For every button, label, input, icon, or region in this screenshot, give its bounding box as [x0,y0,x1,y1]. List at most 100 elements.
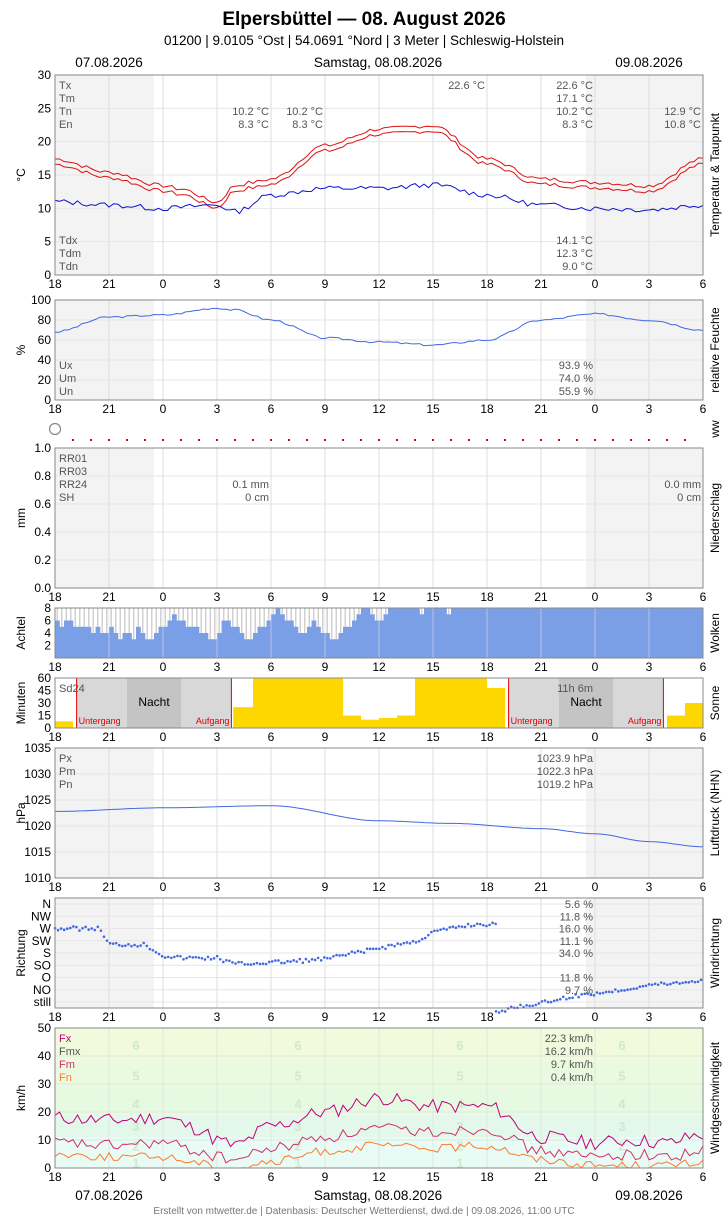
humidity-stat-label: Um [59,373,76,385]
x-hour-tick: 0 [592,277,599,291]
cloud-bar [685,608,690,658]
cloud-gap [173,608,175,615]
ww-marker [252,439,254,441]
x-hour-tick: 0 [160,880,167,894]
pressure-stat-value: 1019.2 hPa [537,779,594,791]
cloud-gap [313,608,315,621]
wind-stat-value: 16.2 km/h [545,1046,593,1058]
temp-stat-day3: 10.8 °C [664,119,701,131]
cloud-bar [302,633,308,658]
temp-stat-day2: 22.6 °C [556,80,593,92]
winddir-point [610,990,614,994]
cloud-bar [698,608,704,658]
winddir-point [537,1002,541,1005]
winddir-point [644,984,648,988]
x-hour-tick: 21 [102,277,116,291]
cloud-bar [667,608,672,658]
winddir-point [562,995,565,999]
precip-ytick: 0.2 [34,553,51,567]
winddir-point [145,944,149,948]
dew-stat-value: 12.3 °C [556,248,593,260]
cloud-gap [205,608,207,633]
x-hour-tick: 18 [480,277,494,291]
winddir-point [286,959,289,963]
cloud-bar [352,620,357,658]
bft-label: 3 [132,1119,139,1134]
cloud-gap [385,608,387,615]
winddir-point [571,996,574,1000]
winddir-point [558,997,562,1001]
winddir-point [185,956,188,960]
winddir-point [396,942,400,945]
night-label: Nacht [138,695,170,709]
x-hour-tick: 6 [268,660,275,674]
cloud-bar [671,608,677,658]
winddir-point [258,962,262,966]
winddir-point [466,922,470,926]
sunrise-label: Aufgang [196,716,230,726]
cloud-bar [635,608,641,658]
wind-stat-value: 0.4 km/h [551,1072,593,1084]
winddir-point [130,944,133,948]
x-hour-tick: 21 [102,402,116,416]
wind_speed-side-label: Windgeschwindigkeit [708,1041,722,1154]
bft-label: 4 [618,1097,626,1112]
wind-ytick: 50 [38,1021,52,1035]
cloud-bar [680,608,686,658]
winddir-point [503,1010,507,1013]
cloud-gap [115,608,117,633]
winddir-point [650,983,654,987]
bft-label: 4 [456,1097,464,1112]
cloud-bar [437,608,443,658]
winddir-point [215,954,219,958]
cloud-bar [131,639,137,658]
winddir-point [399,943,403,946]
cloud-gap [160,608,162,627]
winddir-point [457,924,461,928]
winddir-point [525,1004,528,1007]
winddir-point [93,928,97,932]
winddir-point [463,925,467,929]
cloud-bar [491,608,497,658]
x-hour-tick: 9 [322,880,329,894]
bft-label: 2 [132,1139,139,1154]
winddir-point [166,955,170,959]
cloud-bar [149,639,155,658]
x-hour-tick: 21 [102,730,116,744]
winddir-point [555,998,559,1002]
x-hour-tick: 3 [646,277,653,291]
cloud-gap [349,608,351,627]
cloud-bar [176,620,182,658]
cloud-bar [464,608,470,658]
temp-stat-label: En [59,119,72,131]
bft-label: 1 [618,1155,625,1170]
sun-ytick: 30 [38,696,52,710]
temp-stat-label: Tx [59,80,72,92]
winddir-point [99,929,103,932]
date-left-top: 07.08.2026 [75,55,143,70]
dewpoint-line [54,182,704,215]
winddir-stat: 9.7 % [565,985,593,997]
cloud-gap [106,608,108,633]
winddir-point [261,962,265,966]
ww-marker [360,439,362,441]
dew-stat-label: Tdm [59,248,81,260]
bft-label: 2 [294,1139,301,1154]
x-hour-tick: 15 [426,402,440,416]
winddir-point [696,980,700,983]
cloud-bar [518,608,524,658]
cloud-gap [376,608,378,621]
cloud-bar [424,608,429,658]
winddir-point [595,991,599,994]
cloud-bar [82,626,87,658]
x-hour-tick: 0 [592,1010,599,1024]
cloud-gap [146,608,148,640]
x-hour-tick: 21 [534,402,548,416]
dew-stat-label: Tdn [59,261,78,273]
cloud-gap [169,608,171,621]
cloud-bar [325,633,330,658]
clouds-side-label: Wolken [708,613,722,653]
cloud-bar [478,608,483,658]
cloud-bar [289,620,294,658]
cloud-bar [514,608,519,658]
